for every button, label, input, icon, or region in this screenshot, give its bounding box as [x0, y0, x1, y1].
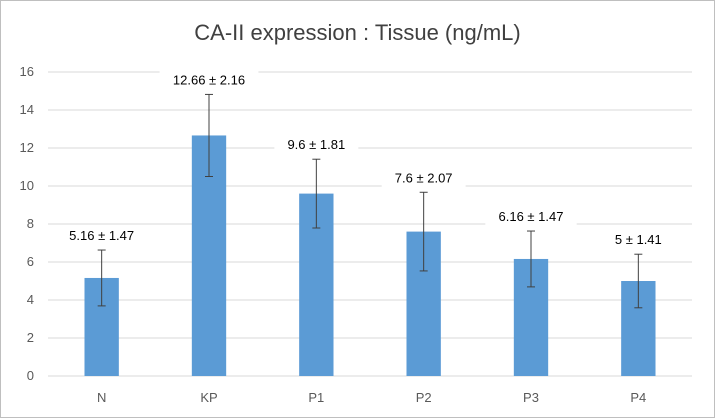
grid-layer	[48, 71, 692, 377]
y-tick-label: 14	[20, 102, 34, 117]
y-tick-label: 0	[27, 368, 34, 383]
data-label: 5.16 ± 1.47	[69, 228, 134, 243]
y-tick-label: 12	[20, 140, 34, 155]
data-label-background	[159, 71, 259, 90]
x-tick-label: P3	[523, 390, 539, 405]
error-bar-layer	[97, 93, 643, 309]
data-label: 5 ± 1.41	[615, 232, 662, 247]
data-label-layer: 5.16 ± 1.47 12.66 ± 2.16 9.6 ± 1.81 7.6 ± 2…	[55, 71, 673, 250]
data-label-background	[55, 227, 148, 246]
chart-title: CA-II expression : Tissue (ng/mL)	[194, 20, 521, 45]
y-tick-label: 16	[20, 64, 34, 79]
data-label: 6.16 ± 1.47	[499, 209, 564, 224]
data-label: 12.66 ± 2.16	[173, 72, 245, 87]
x-tick-label: P4	[630, 390, 646, 405]
bar-layer	[84, 135, 656, 376]
data-label-background	[603, 231, 673, 250]
x-tick-label: P2	[416, 390, 432, 405]
data-label-background	[381, 169, 466, 188]
y-tick-label: 2	[27, 330, 34, 345]
x-tick-label: P1	[308, 390, 324, 405]
data-label-background	[485, 208, 577, 227]
y-tick-label: 8	[27, 216, 34, 231]
data-label: 7.6 ± 2.07	[395, 170, 453, 185]
x-tick-label: KP	[200, 390, 217, 405]
y-tick-label: 6	[27, 254, 34, 269]
data-label: 9.6 ± 1.81	[287, 137, 345, 152]
data-label-background	[274, 136, 359, 155]
y-tick-label: 4	[27, 292, 34, 307]
y-tick-label: 10	[20, 178, 34, 193]
x-tick-label: N	[97, 390, 106, 405]
axis-layer: 0 2 4 6 8 10 12 14 16 N KP P1 P2 P3 P4	[20, 64, 647, 405]
